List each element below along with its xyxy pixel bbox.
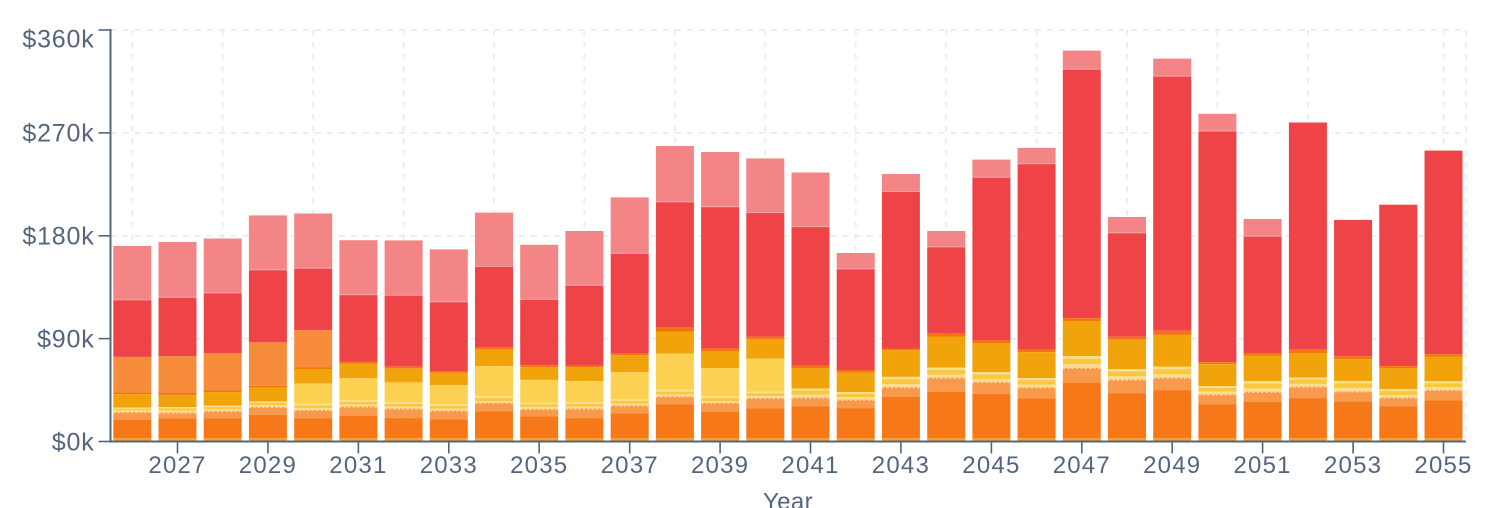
svg-text:2047: 2047 — [1053, 452, 1111, 479]
svg-text:2035: 2035 — [510, 452, 568, 479]
svg-text:2055: 2055 — [1414, 452, 1472, 479]
svg-text:$90k: $90k — [37, 325, 94, 353]
svg-text:2049: 2049 — [1143, 452, 1201, 479]
svg-text:$0k: $0k — [52, 428, 95, 456]
svg-text:$360k: $360k — [22, 25, 94, 53]
svg-text:2043: 2043 — [872, 452, 930, 479]
svg-text:2033: 2033 — [420, 452, 478, 479]
svg-text:2051: 2051 — [1233, 452, 1291, 479]
svg-text:$180k: $180k — [22, 223, 94, 251]
svg-text:2027: 2027 — [148, 452, 206, 479]
svg-text:$270k: $270k — [22, 120, 94, 148]
svg-text:2045: 2045 — [962, 452, 1020, 479]
svg-text:2053: 2053 — [1324, 452, 1382, 479]
svg-text:2031: 2031 — [329, 452, 387, 479]
svg-text:2041: 2041 — [781, 452, 839, 479]
svg-text:Year: Year — [763, 489, 813, 508]
svg-text:2037: 2037 — [601, 452, 659, 479]
svg-text:2039: 2039 — [691, 452, 749, 479]
svg-text:2029: 2029 — [239, 452, 297, 479]
